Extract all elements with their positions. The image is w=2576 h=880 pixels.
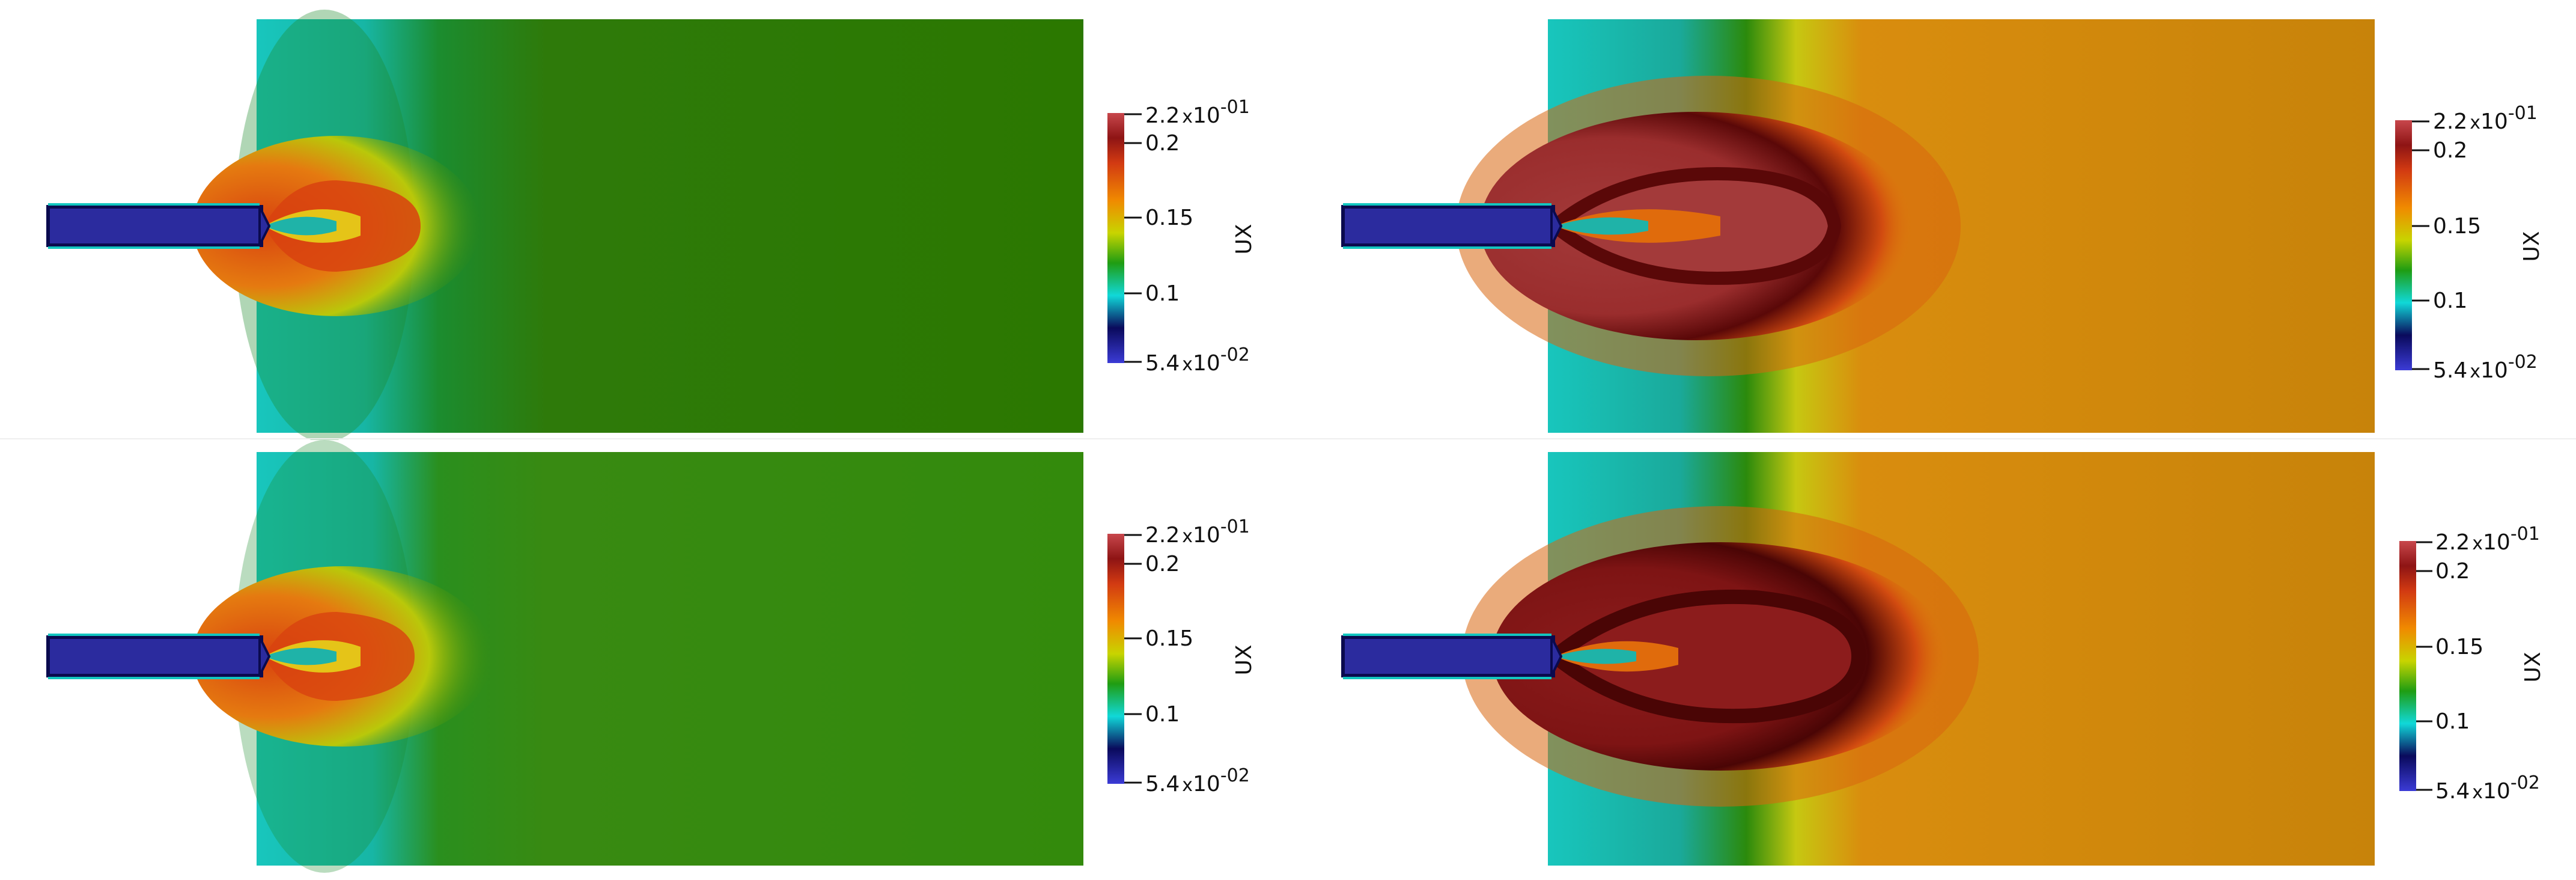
colorbar-tick-label: 0.15 xyxy=(1145,206,1193,230)
colorbar-field-label: UX xyxy=(1232,644,1256,675)
inlet-tip xyxy=(258,206,271,246)
colorbar xyxy=(1107,113,1124,363)
colorbar-max-label: 2.2 x10-01 xyxy=(1145,97,1250,128)
colorbar-tick-label: 0.15 xyxy=(1145,626,1193,651)
colorbar-min-label: 5.4 x10-02 xyxy=(2433,352,2538,383)
row-divider xyxy=(0,438,2576,439)
colorbar-min-label: 5.4 x10-02 xyxy=(1145,765,1250,796)
colorbar-tick-label: 0.2 xyxy=(2433,138,2467,163)
colorbar-field-label: UX xyxy=(1232,224,1256,254)
colorbar-tick-label: 0.2 xyxy=(2435,559,2470,584)
colorbar-tick-label: 0.15 xyxy=(2433,214,2481,239)
jet-core xyxy=(1543,589,1866,724)
colorbar-tick-label: 0.2 xyxy=(1145,552,1180,576)
plot-bottom-left: 2.2 x10-01 0.2 0.15 0.1 5.4 x10-02 UX xyxy=(46,440,1256,873)
inlet-pipe xyxy=(1341,635,1555,677)
inlet-tip xyxy=(258,637,271,676)
colorbar xyxy=(2399,541,2416,791)
colorbar-field-label: UX xyxy=(2521,652,2545,682)
colorbar-tick-label: 0.1 xyxy=(1145,702,1180,727)
inlet-tip xyxy=(1550,637,1563,676)
colorbar-min-label: 5.4 x10-02 xyxy=(1145,344,1250,376)
colorbar-max-label: 2.2 x10-01 xyxy=(1145,516,1250,548)
panel-bottom-right: 2.2 x10-01 0.2 0.15 0.1 5.4 x10-02 UX xyxy=(1288,440,2575,880)
inlet-tip xyxy=(1550,206,1563,246)
colorbar-tick-label: 0.1 xyxy=(1145,281,1180,306)
inlet-pipe xyxy=(1341,205,1555,247)
jet-notch-inner xyxy=(1555,217,1648,235)
colorbar-tick-label: 0.1 xyxy=(2433,289,2467,313)
colorbar-field-label: UX xyxy=(2520,231,2544,261)
plot-top-right: 2.2 x10-01 0.2 0.15 0.1 5.4 x10-02 UX xyxy=(1341,19,2544,433)
jet-notch-inner xyxy=(264,647,336,665)
colorbar xyxy=(1107,534,1124,784)
plot-bottom-right: 2.2 x10-01 0.2 0.15 0.1 5.4 x10-02 UX xyxy=(1341,452,2545,866)
panel-top-right: 2.2 x10-01 0.2 0.15 0.1 5.4 x10-02 UX xyxy=(1288,0,2575,440)
colorbar-min-label: 5.4 x10-02 xyxy=(2435,772,2540,804)
jet-notch-inner xyxy=(264,216,336,236)
jet-notch-inner xyxy=(1555,649,1636,664)
panel-bottom-left: 2.2 x10-01 0.2 0.15 0.1 5.4 x10-02 UX xyxy=(0,440,1288,880)
colorbar-max-label: 2.2 x10-01 xyxy=(2433,103,2538,134)
colorbar xyxy=(2395,120,2412,370)
colorbar-max-label: 2.2 x10-01 xyxy=(2435,524,2540,555)
inlet-pipe xyxy=(46,635,263,677)
plot-top-left: 2.2 x10-01 0.2 0.15 0.1 5.4 x10-02 UX xyxy=(46,10,1256,440)
colorbar-tick-label: 0.1 xyxy=(2435,709,2470,734)
panel-top-left: 2.2 x10-01 0.2 0.15 0.1 5.4 x10-02 UX xyxy=(0,0,1288,440)
colorbar-tick-label: 0.2 xyxy=(1145,131,1180,156)
colorbar-tick-label: 0.15 xyxy=(2435,635,2483,659)
inlet-pipe xyxy=(46,205,263,247)
